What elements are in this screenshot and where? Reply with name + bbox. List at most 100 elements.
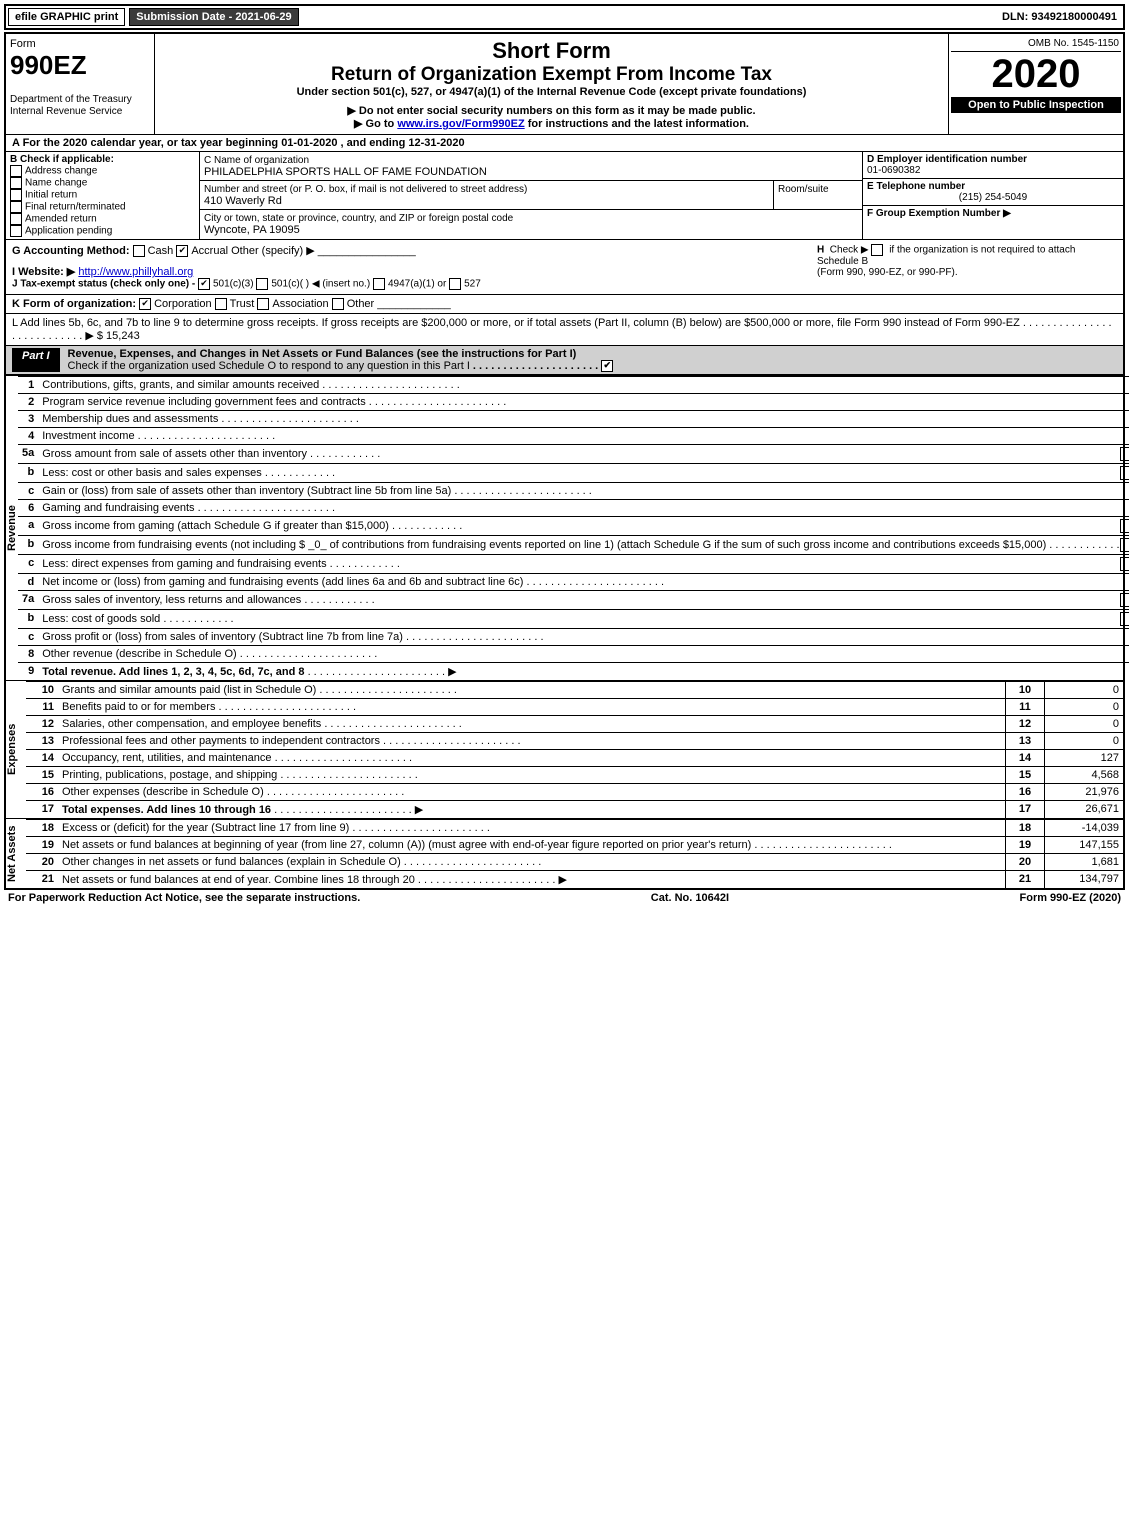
netassets-section: Net Assets 18Excess or (deficit) for the… [6, 818, 1123, 888]
line-desc: Other changes in net assets or fund bala… [58, 854, 1006, 871]
line-number: b [18, 536, 38, 555]
chk-amended-return[interactable] [10, 213, 22, 225]
i-label: I Website: ▶ [12, 266, 75, 278]
line-ref: 18 [1006, 820, 1045, 837]
ein-value: 01-0690382 [867, 165, 920, 176]
sub-ref: 5a [1120, 447, 1129, 461]
line-number: c [18, 629, 38, 646]
d-label: D Employer identification number [867, 154, 1027, 165]
netassets-label: Net Assets [6, 819, 26, 888]
line-value: 147,155 [1045, 837, 1124, 854]
open-to-public: Open to Public Inspection [951, 97, 1121, 113]
sub-ref: 6a [1120, 519, 1129, 533]
line-number: 18 [26, 820, 58, 837]
chk-assoc[interactable] [257, 298, 269, 310]
line-desc: Gross profit or (loss) from sales of inv… [38, 629, 1129, 646]
identity-block: B Check if applicable: Address change Na… [6, 152, 1123, 240]
g-accrual: Accrual [191, 245, 228, 257]
chk-schedule-o[interactable]: ✔ [601, 360, 613, 372]
line-ref: 11 [1006, 699, 1045, 716]
expenses-label: Expenses [6, 681, 26, 818]
line-desc: Net income or (loss) from gaming and fun… [38, 574, 1129, 591]
j-501c3: 501(c)(3) [213, 279, 254, 290]
irs-label: Internal Revenue Service [10, 106, 122, 117]
box-c: C Name of organization PHILADELPHIA SPOR… [200, 152, 862, 239]
table-row: 4Investment income . . . . . . . . . . .… [18, 428, 1129, 445]
line-desc: Membership dues and assessments . . . . … [38, 411, 1129, 428]
line-value: 21,976 [1045, 784, 1124, 801]
line-number: 13 [26, 733, 58, 750]
expenses-table: 10Grants and similar amounts paid (list … [26, 681, 1123, 818]
table-row: 14Occupancy, rent, utilities, and mainte… [26, 750, 1123, 767]
sub-ref: 6c [1120, 557, 1129, 571]
sub-ref: 7b [1120, 612, 1129, 626]
chk-application-pending[interactable] [10, 225, 22, 237]
submission-date-button[interactable]: Submission Date - 2021-06-29 [129, 8, 298, 26]
j-527: 527 [464, 279, 481, 290]
efile-print-button[interactable]: efile GRAPHIC print [8, 8, 125, 26]
table-row: 21Net assets or fund balances at end of … [26, 871, 1123, 889]
line-desc: Salaries, other compensation, and employ… [58, 716, 1006, 733]
chk-501c[interactable] [256, 278, 268, 290]
table-row: cLess: direct expenses from gaming and f… [18, 555, 1129, 574]
line-h: H Check ▶ if the organization is not req… [811, 240, 1123, 294]
opt-initial-return: Initial return [25, 190, 77, 201]
table-row: bLess: cost of goods sold . . . . . . . … [18, 610, 1129, 629]
chk-corp[interactable]: ✔ [139, 298, 151, 310]
f-label: F Group Exemption Number ▶ [867, 208, 1011, 219]
line-number: 9 [18, 663, 38, 681]
chk-final-return[interactable] [10, 201, 22, 213]
table-row: 16Other expenses (describe in Schedule O… [26, 784, 1123, 801]
chk-cash[interactable] [133, 245, 145, 257]
chk-527[interactable] [449, 278, 461, 290]
chk-trust[interactable] [215, 298, 227, 310]
box-def: D Employer identification number 01-0690… [862, 152, 1123, 239]
top-toolbar: efile GRAPHIC print Submission Date - 20… [4, 4, 1125, 30]
chk-501c3[interactable]: ✔ [198, 278, 210, 290]
line-desc: Printing, publications, postage, and shi… [58, 767, 1006, 784]
line-number: b [18, 610, 38, 629]
table-row: bGross income from fundraising events (n… [18, 536, 1129, 555]
chk-other-org[interactable] [332, 298, 344, 310]
line-ref: 17 [1006, 801, 1045, 819]
line-number: 14 [26, 750, 58, 767]
irs-link[interactable]: www.irs.gov/Form990EZ [397, 118, 524, 130]
chk-name-change[interactable] [10, 177, 22, 189]
line-desc: Excess or (deficit) for the year (Subtra… [58, 820, 1006, 837]
c-street-label: Number and street (or P. O. box, if mail… [204, 184, 527, 195]
line-number: 21 [26, 871, 58, 889]
line-desc: Total expenses. Add lines 10 through 16 … [58, 801, 1006, 819]
line-ref: 12 [1006, 716, 1045, 733]
line-value: 134,797 [1045, 871, 1124, 889]
k-trust: Trust [230, 298, 255, 310]
opt-final-return: Final return/terminated [25, 202, 126, 213]
line-desc: Investment income . . . . . . . . . . . … [38, 428, 1129, 445]
sub-ref: 6b [1120, 538, 1129, 552]
chk-4947[interactable] [373, 278, 385, 290]
k-assoc: Association [272, 298, 328, 310]
website-link[interactable]: http://www.phillyhall.org [78, 266, 193, 278]
netassets-table: 18Excess or (deficit) for the year (Subt… [26, 819, 1123, 888]
revenue-section: Revenue 1Contributions, gifts, grants, a… [6, 375, 1123, 680]
part1-tab: Part I [12, 348, 60, 372]
chk-h[interactable] [871, 244, 883, 256]
chk-address-change[interactable] [10, 165, 22, 177]
k-other: Other [347, 298, 375, 310]
chk-accrual[interactable]: ✔ [176, 245, 188, 257]
line-i: I Website: ▶ http://www.phillyhall.org [12, 265, 805, 278]
line-desc: Gaming and fundraising events . . . . . … [38, 500, 1129, 517]
line-desc: Gross amount from sale of assets other t… [38, 445, 1129, 464]
line-number: 8 [18, 646, 38, 663]
chk-initial-return[interactable] [10, 189, 22, 201]
line-j: J Tax-exempt status (check only one) - ✔… [12, 278, 805, 290]
part1-title: Revenue, Expenses, and Changes in Net As… [68, 348, 577, 360]
line-desc: Benefits paid to or for members . . . . … [58, 699, 1006, 716]
line-desc: Other revenue (describe in Schedule O) .… [38, 646, 1129, 663]
line-desc: Net assets or fund balances at beginning… [58, 837, 1006, 854]
k-corp: Corporation [154, 298, 211, 310]
line-desc: Occupancy, rent, utilities, and maintena… [58, 750, 1006, 767]
line-number: 3 [18, 411, 38, 428]
j-4947: 4947(a)(1) or [388, 279, 446, 290]
line-ref: 14 [1006, 750, 1045, 767]
line-number: 10 [26, 682, 58, 699]
